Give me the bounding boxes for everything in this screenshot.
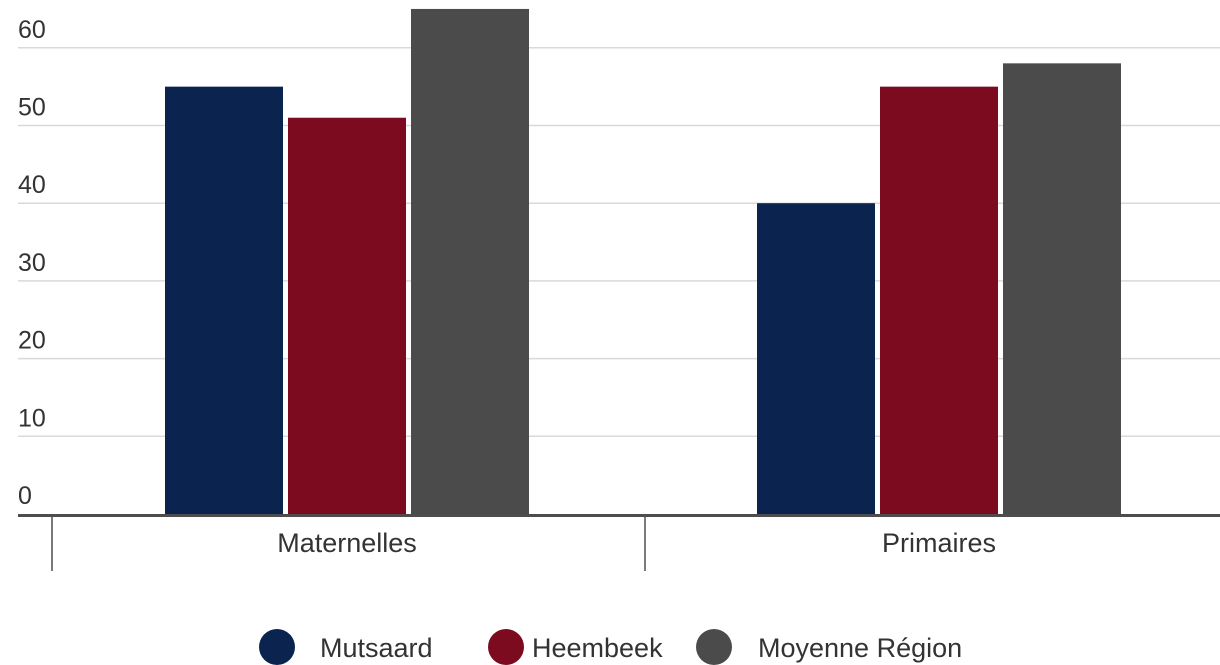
bar-maternelles-heembeek xyxy=(288,117,406,514)
y-tick-label-0: 0 xyxy=(18,482,32,510)
x-axis-category-labels: Maternelles Primaires xyxy=(277,528,996,558)
x-category-label-primaires: Primaires xyxy=(882,528,996,558)
legend: Mutsaard Heembeek Moyenne Région xyxy=(259,629,962,665)
bar-maternelles-mutsaard xyxy=(165,86,283,515)
y-tick-label-50: 50 xyxy=(18,94,46,122)
legend-label-moyenne-region: Moyenne Région xyxy=(758,633,962,663)
x-category-label-maternelles: Maternelles xyxy=(277,528,417,558)
y-tick-label-10: 10 xyxy=(18,404,46,432)
y-axis-ticks: 0 10 20 30 40 50 60 xyxy=(18,16,46,510)
y-tick-label-30: 30 xyxy=(18,249,46,277)
legend-label-mutsaard: Mutsaard xyxy=(320,633,433,663)
x-axis-ticks xyxy=(51,517,646,571)
bar-primaires-moyenne-region xyxy=(1003,63,1121,515)
y-tick-label-40: 40 xyxy=(18,171,46,199)
y-tick-label-60: 60 xyxy=(18,16,46,44)
legend-swatch-mutsaard xyxy=(259,629,295,665)
bar-primaires-heembeek xyxy=(880,86,998,515)
y-tick-label-20: 20 xyxy=(18,327,46,355)
bar-maternelles-moyenne-region xyxy=(411,8,529,514)
bar-primaires-mutsaard xyxy=(757,203,875,514)
legend-swatch-moyenne-region xyxy=(696,629,732,665)
bars xyxy=(165,8,1121,515)
legend-swatch-heembeek xyxy=(488,629,524,665)
legend-label-heembeek: Heembeek xyxy=(532,633,663,663)
